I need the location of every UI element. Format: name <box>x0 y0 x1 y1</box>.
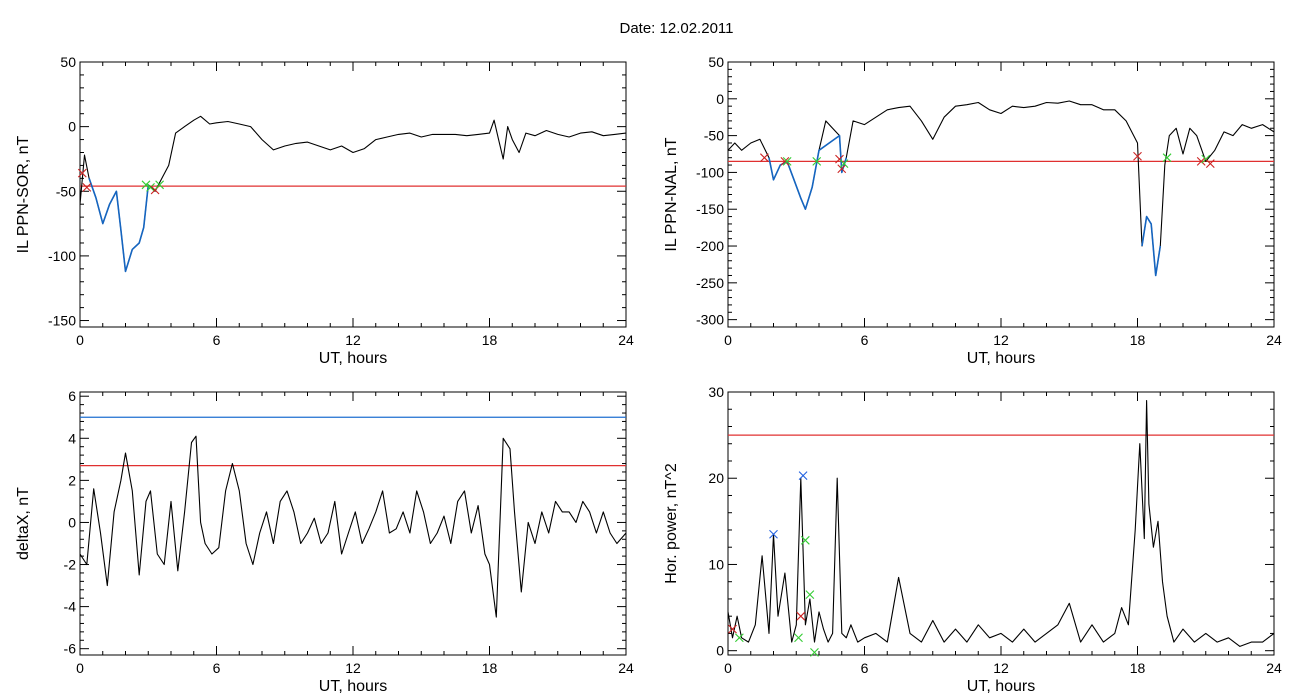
x-tick-label: 24 <box>1266 332 1282 348</box>
y-tick-label: 0 <box>68 514 76 530</box>
y-axis-label: Hor. power, nT^2 <box>663 463 680 584</box>
plot-area <box>728 400 1274 647</box>
green-x-marker <box>794 633 803 643</box>
y-tick-label: -200 <box>696 238 724 254</box>
blue-x-marker <box>798 471 808 481</box>
y-tick-label: -50 <box>56 183 76 199</box>
y-tick-label: 0 <box>716 643 724 659</box>
y-tick-label: -50 <box>704 128 724 144</box>
x-tick-label: 0 <box>76 332 84 348</box>
highlight-series-line <box>768 134 1162 277</box>
x-axis-label: UT, hours <box>967 350 1035 367</box>
red-x-marker <box>780 156 790 166</box>
x-tick-label: 18 <box>1130 332 1146 348</box>
x-tick-label: 24 <box>1266 660 1282 676</box>
red-x-marker <box>1205 159 1215 168</box>
y-tick-label: 50 <box>708 54 724 70</box>
y-tick-label: -100 <box>48 248 76 264</box>
y-tick-label: -150 <box>696 201 724 217</box>
figure-title: Date: 12.02.2011 <box>619 20 734 37</box>
y-tick-label: -2 <box>64 557 77 573</box>
green-x-marker <box>1162 153 1172 163</box>
red-x-marker <box>77 168 87 178</box>
x-tick-label: 24 <box>618 660 634 676</box>
red-x-marker <box>82 183 92 192</box>
green-x-marker <box>800 535 810 545</box>
y-tick-label: -100 <box>696 164 724 180</box>
x-tick-label: 0 <box>724 332 732 348</box>
panel-deltax: 0 6 12 18 24 6 4 2 0 -2 -4 -6 UT, hours deltaX, nT <box>15 388 634 695</box>
x-tick-label: 6 <box>213 660 221 676</box>
y-tick-label: -6 <box>64 641 77 657</box>
plot-frame <box>727 391 1275 656</box>
y-axis-label: IL PPN-NAL, nT <box>663 137 680 251</box>
plot-area <box>728 100 1274 277</box>
x-tick-label: 6 <box>861 332 869 348</box>
data-series-line <box>728 400 1274 647</box>
red-x-marker <box>760 153 769 163</box>
green-x-marker <box>146 183 155 192</box>
y-tick-label: 2 <box>68 472 76 488</box>
y-axis-label: IL PPN-SOR, nT <box>15 135 32 253</box>
green-x-marker <box>155 180 165 190</box>
y-tick-label: -150 <box>48 313 76 329</box>
green-x-marker <box>141 180 151 190</box>
x-tick-label: 0 <box>76 660 84 676</box>
blue-x-marker <box>769 529 778 539</box>
green-x-marker <box>839 159 849 168</box>
plot-frame <box>79 391 627 656</box>
plot-area <box>80 416 626 618</box>
green-x-marker <box>812 156 822 166</box>
x-tick-label: 12 <box>345 660 361 676</box>
x-tick-label: 12 <box>993 660 1009 676</box>
y-tick-label: 10 <box>708 556 724 572</box>
data-series-line <box>80 115 626 272</box>
data-series-line <box>80 435 626 618</box>
x-tick-label: 0 <box>724 660 732 676</box>
data-series-line <box>728 100 1274 277</box>
x-tick-label: 6 <box>213 332 221 348</box>
red-x-marker <box>837 164 847 174</box>
x-tick-label: 12 <box>993 332 1009 348</box>
x-tick-label: 12 <box>345 332 361 348</box>
y-tick-label: -300 <box>696 312 724 328</box>
y-tick-label: 6 <box>68 388 76 404</box>
red-x-marker <box>796 611 806 621</box>
y-tick-label: 50 <box>60 54 76 70</box>
red-x-marker <box>1133 151 1142 161</box>
y-tick-label: -250 <box>696 275 724 291</box>
y-axis-label: deltaX, nT <box>15 487 32 560</box>
x-tick-label: 6 <box>861 660 869 676</box>
green-x-marker <box>734 633 744 643</box>
y-tick-label: 4 <box>68 430 76 446</box>
x-axis-label: UT, hours <box>319 350 387 367</box>
x-tick-label: 18 <box>482 332 498 348</box>
panel-sor: 0 6 12 18 24 50 0 -50 -100 -150 UT, hours IL PPN-SO… <box>15 54 634 367</box>
y-tick-label: 0 <box>716 91 724 107</box>
x-tick-label: 24 <box>618 332 634 348</box>
plot-frame <box>79 61 627 328</box>
red-x-marker <box>1196 156 1206 166</box>
y-tick-label: 20 <box>708 470 724 486</box>
y-tick-label: 0 <box>68 119 76 135</box>
x-tick-label: 18 <box>482 660 498 676</box>
red-x-marker <box>728 624 737 634</box>
x-tick-label: 18 <box>1130 660 1146 676</box>
green-x-marker <box>805 590 815 600</box>
panel-nal: 0 6 12 18 24 50 0 -50 -100 -150 -200 -250 -300 UT, ho… <box>663 54 1282 367</box>
green-x-marker <box>810 648 819 657</box>
x-axis-label: UT, hours <box>319 678 387 695</box>
panel-power: 0 6 12 18 24 30 20 10 0 UT, hours Hor. power, nT^2 <box>663 384 1282 695</box>
y-tick-label: -4 <box>64 599 77 615</box>
highlight-series-line <box>88 178 150 273</box>
y-tick-label: 30 <box>708 384 724 400</box>
plot-area <box>80 115 626 273</box>
x-axis-label: UT, hours <box>967 678 1035 695</box>
green-x-marker <box>782 156 792 166</box>
